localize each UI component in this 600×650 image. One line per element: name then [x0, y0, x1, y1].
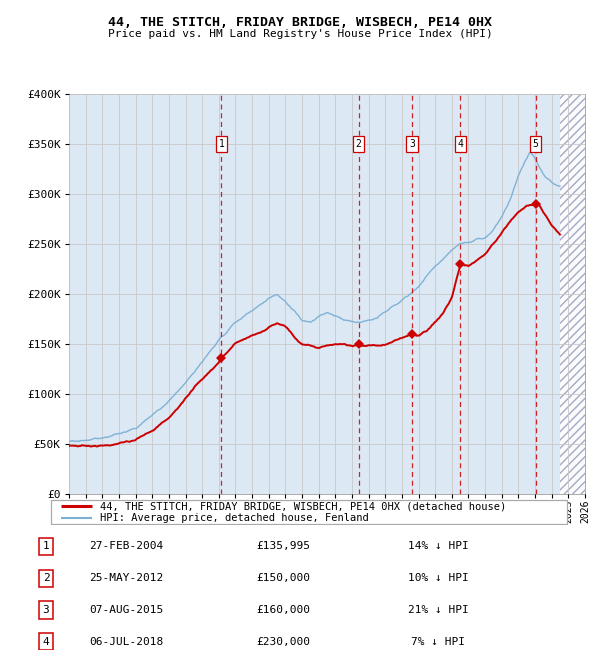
Text: 14% ↓ HPI: 14% ↓ HPI — [407, 541, 469, 551]
Text: Price paid vs. HM Land Registry's House Price Index (HPI): Price paid vs. HM Land Registry's House … — [107, 29, 493, 38]
Text: 2: 2 — [356, 139, 362, 150]
Text: 4: 4 — [43, 637, 49, 647]
Text: HPI: Average price, detached house, Fenland: HPI: Average price, detached house, Fenl… — [100, 514, 369, 523]
Text: 27-FEB-2004: 27-FEB-2004 — [89, 541, 163, 551]
Text: 25-MAY-2012: 25-MAY-2012 — [89, 573, 163, 583]
Text: 44, THE STITCH, FRIDAY BRIDGE, WISBECH, PE14 0HX (detached house): 44, THE STITCH, FRIDAY BRIDGE, WISBECH, … — [100, 501, 506, 511]
Text: 3: 3 — [409, 139, 415, 150]
Text: £135,995: £135,995 — [256, 541, 310, 551]
Text: £230,000: £230,000 — [256, 637, 310, 647]
Text: 06-JUL-2018: 06-JUL-2018 — [89, 637, 163, 647]
Text: 1: 1 — [43, 541, 49, 551]
Text: £160,000: £160,000 — [256, 605, 310, 615]
Text: 21% ↓ HPI: 21% ↓ HPI — [407, 605, 469, 615]
Text: 10% ↓ HPI: 10% ↓ HPI — [407, 573, 469, 583]
FancyBboxPatch shape — [50, 500, 568, 524]
Text: 07-AUG-2015: 07-AUG-2015 — [89, 605, 163, 615]
Text: 2: 2 — [43, 573, 49, 583]
Text: 4: 4 — [457, 139, 463, 150]
Text: £150,000: £150,000 — [256, 573, 310, 583]
Text: 1: 1 — [218, 139, 224, 150]
Text: 5: 5 — [533, 139, 539, 150]
Text: 3: 3 — [43, 605, 49, 615]
Text: 44, THE STITCH, FRIDAY BRIDGE, WISBECH, PE14 0HX: 44, THE STITCH, FRIDAY BRIDGE, WISBECH, … — [108, 16, 492, 29]
Bar — [560, 94, 585, 494]
Text: 7% ↓ HPI: 7% ↓ HPI — [411, 637, 465, 647]
